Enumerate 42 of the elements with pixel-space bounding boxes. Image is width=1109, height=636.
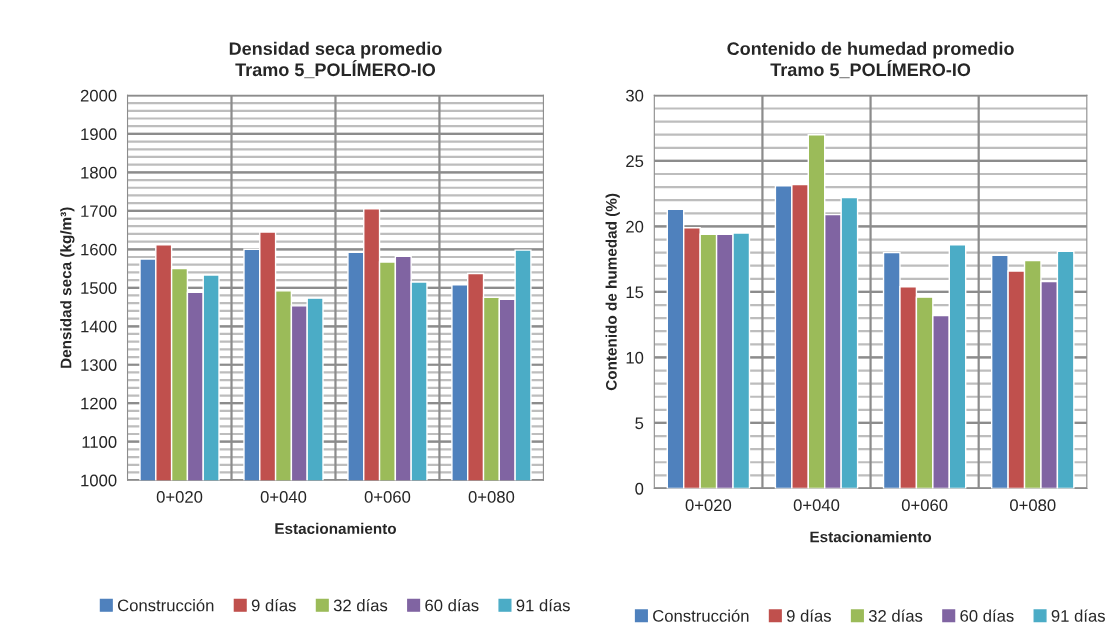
y-tick-label: 1900	[81, 128, 117, 141]
y-tick-label: 1100	[82, 436, 117, 448]
y-tick-label: 5	[635, 417, 644, 430]
chart-title: Contenido de humedad promedio Tramo 5_POLÍMERO-IO	[727, 41, 1014, 79]
legend-label: 9 días	[251, 598, 296, 612]
y-tick-label: 1200	[81, 397, 117, 410]
legend-label: 60 días	[425, 598, 479, 612]
y-axis-title: Contenido de humedad (%)	[605, 193, 620, 391]
y-tick-label: 1700	[81, 205, 117, 218]
x-axis-title: Estacionamiento	[275, 522, 397, 535]
legend-label: 9 días	[786, 609, 831, 622]
x-tick-label: 0+060	[901, 499, 948, 512]
y-tick-label: 1400	[81, 320, 117, 333]
y-tick-label: 1300	[81, 359, 117, 371]
y-tick-label: 15	[626, 286, 644, 299]
x-tick-label: 0+060	[364, 491, 411, 503]
y-axis-title: Densidad seca (kg/m³)	[60, 207, 75, 368]
legend-label: Construcción	[653, 609, 749, 622]
y-tick-label: 30	[625, 89, 644, 102]
y-tick-label: 1000	[81, 474, 117, 487]
x-tick-label: 0+020	[156, 491, 203, 503]
y-tick-label: 1500	[81, 282, 117, 294]
legend-label: 91 días	[1051, 609, 1105, 622]
x-tick-label: 0+080	[1010, 499, 1056, 512]
y-tick-label: 10	[626, 351, 644, 364]
x-tick-label: 0+080	[468, 491, 515, 503]
legend-label: 32 días	[868, 609, 923, 622]
legend-label: Construcción	[117, 598, 214, 612]
y-tick-label: 1600	[81, 243, 117, 256]
chart-title: Densidad seca promedio Tramo 5_POLÍMERO-IO	[229, 41, 442, 79]
x-tick-label: 0+020	[685, 499, 732, 512]
legend-label: 60 días	[960, 609, 1014, 622]
y-tick-label: 25	[626, 155, 644, 168]
y-tick-label: 0	[635, 482, 644, 495]
x-tick-label: 0+040	[793, 499, 840, 512]
legend-label: 32 días	[333, 598, 388, 612]
x-axis-title: Estacionamiento	[810, 531, 932, 543]
x-tick-label: 0+040	[260, 491, 307, 503]
legend-label: 91 días	[516, 598, 570, 612]
y-tick-label: 2000	[80, 89, 117, 102]
y-tick-label: 1800	[81, 166, 117, 179]
y-tick-label: 20	[626, 220, 644, 233]
